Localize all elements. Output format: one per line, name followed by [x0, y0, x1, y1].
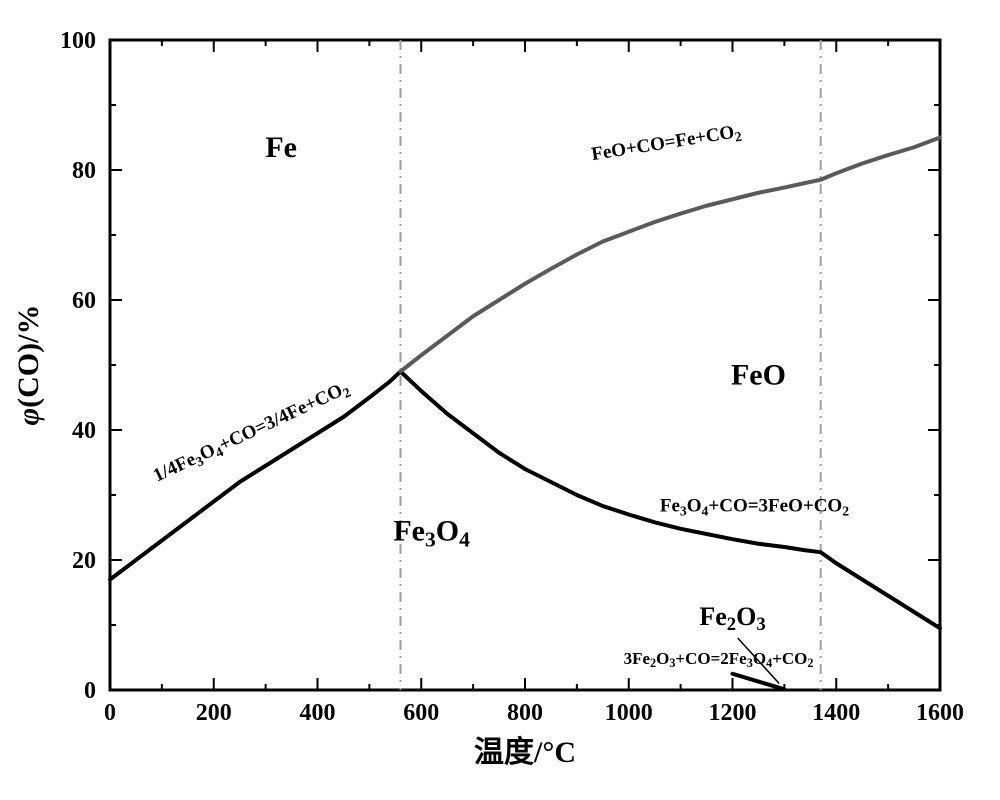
y-tick-label: 40 — [72, 418, 96, 444]
x-tick-label: 400 — [300, 700, 336, 726]
phase-diagram-chart: 0 200 400 600 800 1000 1200 1400 1600 0 20 40 60 80 10… — [0, 0, 1000, 800]
x-tick-label: 800 — [507, 700, 543, 726]
plot-area — [110, 40, 940, 690]
x-tick-label: 200 — [196, 700, 232, 726]
y-tick-label: 0 — [84, 678, 96, 704]
x-tick-label: 1000 — [605, 700, 653, 726]
x-tick-label: 1600 — [916, 700, 964, 726]
chart-svg: 0 200 400 600 800 1000 1200 1400 1600 0 20 40 60 80 10… — [0, 0, 1000, 800]
y-tick-label: 20 — [72, 548, 96, 574]
x-tick-label: 0 — [104, 700, 116, 726]
y-tick-label: 80 — [72, 158, 96, 184]
x-tick-label: 600 — [403, 700, 439, 726]
x-tick-label: 1200 — [709, 700, 757, 726]
region-label: FeO — [731, 359, 786, 392]
reaction-label: Fe3O4+CO=3FeO+CO2 — [660, 495, 849, 518]
region-label: Fe — [265, 131, 297, 164]
y-axis-title: φ(CO)/% — [12, 305, 45, 426]
reaction-label-group: Fe3O4+CO=3FeO+CO2 — [660, 495, 849, 518]
x-tick-label: 1400 — [812, 700, 860, 726]
y-tick-label: 100 — [60, 28, 96, 54]
x-axis-title: 温度/°C — [474, 736, 576, 769]
y-tick-label: 60 — [72, 288, 96, 314]
y-axis-title-group: φ(CO)/% — [12, 305, 45, 426]
